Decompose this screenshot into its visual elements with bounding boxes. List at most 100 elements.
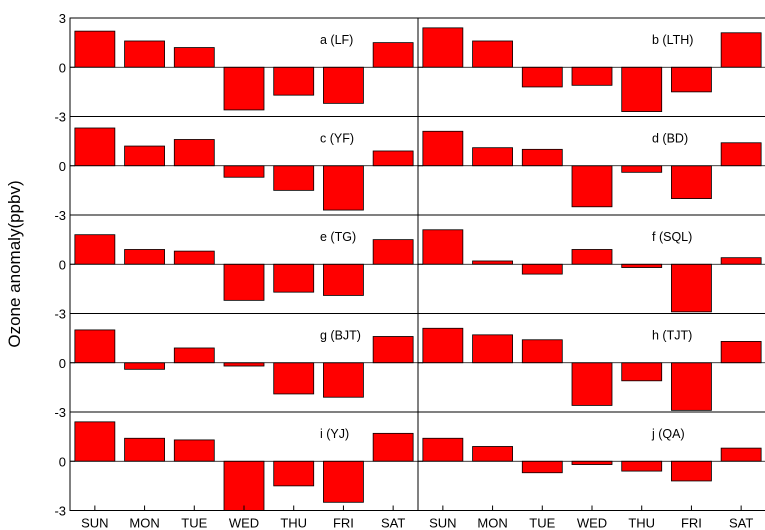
bar: [472, 40, 513, 68]
y-tick-label: 3: [59, 11, 66, 26]
bar: [521, 66, 563, 88]
bar: [223, 263, 265, 301]
panel-label: f (SQL): [652, 230, 692, 244]
x-tick-label: TUE: [181, 516, 207, 530]
bar: [372, 42, 414, 68]
y-tick-label: 0: [59, 159, 66, 174]
bar: [422, 327, 464, 364]
bar: [124, 249, 165, 265]
panel-label: i (YJ): [320, 427, 349, 441]
panel: b (LTH): [417, 17, 765, 117]
bar: [323, 362, 364, 398]
bar: [323, 263, 364, 296]
bar: [273, 66, 315, 96]
panel-label: h (TJT): [652, 329, 692, 343]
y-axis-label: Ozone anomaly(ppbv): [5, 180, 24, 347]
bar: [124, 362, 165, 370]
panel-label: a (LF): [320, 33, 353, 47]
bar: [621, 66, 663, 112]
bar: [273, 460, 315, 487]
x-tick-label: WED: [229, 516, 259, 530]
panel-label: g (BJT): [320, 329, 361, 343]
bar: [372, 432, 414, 462]
bar: [720, 257, 762, 265]
x-tick-label: THU: [628, 516, 655, 530]
bar: [571, 165, 613, 208]
bar: [173, 250, 215, 265]
bar: [621, 165, 663, 173]
bar: [372, 239, 414, 265]
panel-label: c (YF): [320, 132, 354, 146]
bar: [720, 32, 762, 68]
panel: i (YJ): [69, 411, 419, 511]
bar: [273, 362, 315, 395]
bar: [173, 47, 215, 68]
bar: [223, 460, 265, 511]
panel: d (BD): [417, 116, 765, 216]
bar: [173, 439, 215, 462]
panel: a (LF): [69, 17, 419, 117]
x-tick-label: FRI: [681, 516, 702, 530]
bar: [124, 145, 165, 167]
panel-label: d (BD): [652, 132, 688, 146]
bar: [74, 127, 116, 167]
bar: [521, 263, 563, 275]
bar: [223, 66, 265, 111]
bar: [671, 165, 712, 199]
y-tick-label: 0: [59, 257, 66, 272]
x-tick-label: MON: [129, 516, 159, 530]
bar: [372, 150, 414, 167]
x-tick-labels: SUN MON TUE WED THU FRI SAT SUN MON TUE WED THU FRI S…: [81, 516, 753, 530]
panel: f (SQL): [417, 214, 765, 314]
x-tick-label: SAT: [729, 516, 753, 530]
bar: [472, 334, 513, 364]
bar: [74, 421, 116, 462]
panel: h (TJT): [417, 313, 765, 413]
bar: [124, 40, 165, 68]
bar: [521, 460, 563, 474]
bar: [74, 30, 116, 68]
bar: [720, 341, 762, 364]
bar: [422, 437, 464, 462]
bar: [472, 147, 513, 167]
y-tick-label: -3: [54, 307, 66, 322]
y-tick-label: -3: [54, 504, 66, 519]
bar: [621, 460, 663, 472]
x-tick-label: MON: [477, 516, 507, 530]
y-tick-label: 0: [59, 60, 66, 75]
bar: [571, 460, 613, 465]
bar: [671, 66, 712, 93]
bar: [223, 362, 265, 367]
bar: [323, 66, 364, 104]
bar: [74, 329, 116, 364]
panel-label: j (QA): [651, 427, 685, 441]
panel: c (YF): [69, 116, 419, 216]
y-tick-label: 0: [59, 356, 66, 371]
x-tick-label: WED: [577, 516, 607, 530]
bar: [621, 263, 663, 268]
bar: [223, 165, 265, 178]
bar: [472, 260, 513, 265]
bar: [173, 139, 215, 167]
bar: [621, 362, 663, 382]
panel-label: e (TG): [320, 230, 356, 244]
panels-layer: a (LF) b (LTH) c (YF) d (BD) e (TG) f (SQL) g …: [69, 17, 765, 511]
panel-label: b (LTH): [652, 33, 693, 47]
bar: [671, 263, 712, 313]
x-tick-label: FRI: [333, 516, 354, 530]
bar: [571, 66, 613, 86]
bar: [74, 234, 116, 265]
bar: [422, 130, 464, 167]
y-tick-label: 0: [59, 454, 66, 469]
bar: [323, 460, 364, 503]
bar: [323, 165, 364, 211]
panel: e (TG): [69, 214, 419, 314]
bar: [124, 437, 165, 462]
x-tick-label: TUE: [529, 516, 555, 530]
bar: [720, 142, 762, 167]
bar: [372, 336, 414, 364]
bar: [422, 27, 464, 68]
bar: [173, 347, 215, 364]
bar: [720, 447, 762, 462]
bar: [472, 446, 513, 462]
